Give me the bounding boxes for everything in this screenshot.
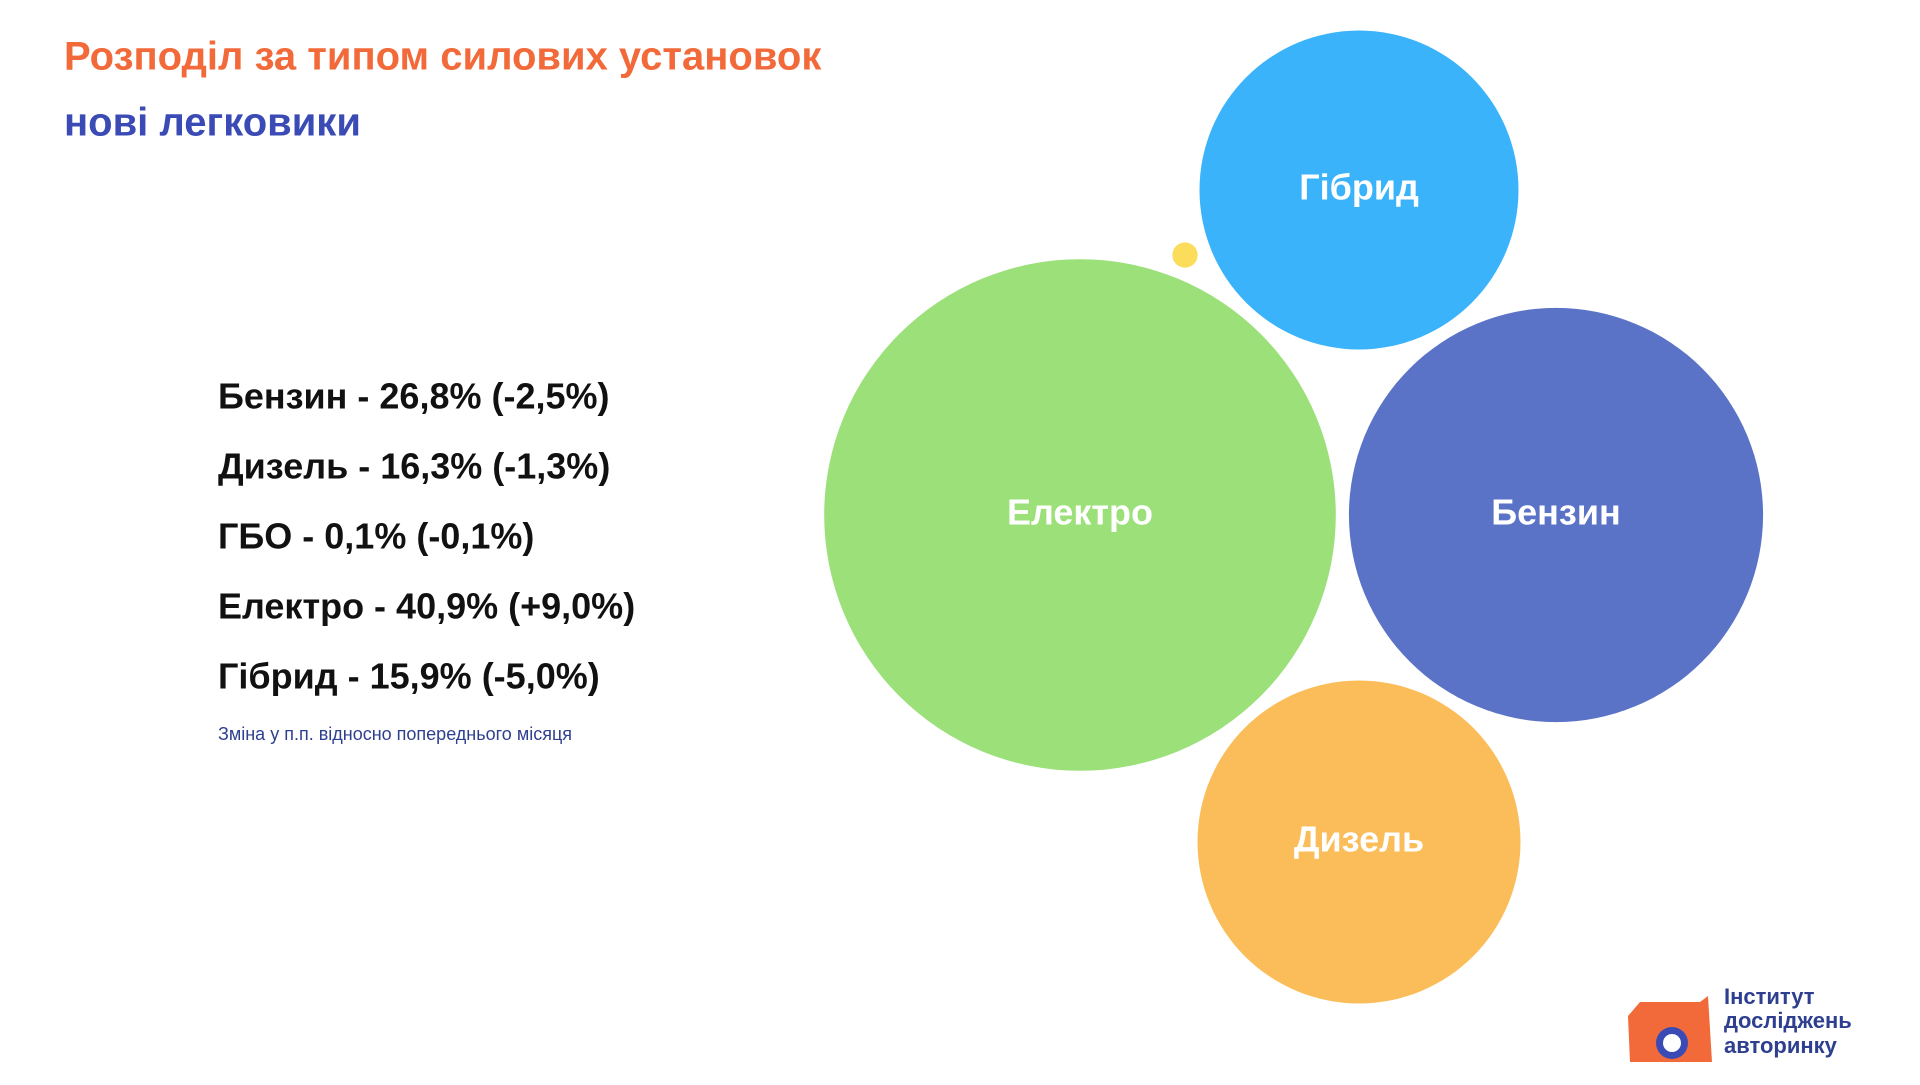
chart-title: Розподіл за типом силових установок <box>64 35 822 79</box>
bubble <box>1172 242 1198 268</box>
bubble <box>1348 307 1764 723</box>
bubble <box>1199 30 1519 350</box>
logo-text: Інститут <box>1724 984 1815 1009</box>
logo-circle-inner <box>1663 1034 1681 1052</box>
value-label: ГБО - 0,1% (-0,1%) <box>218 516 534 557</box>
chart-subtitle: нові легковики <box>64 101 361 145</box>
bubble <box>824 259 1336 771</box>
bubble <box>1197 680 1521 1004</box>
bubble-label: Бензин <box>1491 492 1620 533</box>
bubble-label: Дизель <box>1294 819 1424 860</box>
value-label: Електро - 40,9% (+9,0%) <box>218 586 635 627</box>
logo-text: досліджень <box>1724 1008 1852 1033</box>
value-label: Гібрид - 15,9% (-5,0%) <box>218 656 600 697</box>
bubble-label: Електро <box>1007 492 1153 533</box>
note: Зміна у п.п. відносно попереднього місяц… <box>218 724 572 744</box>
bubble-label: Гібрид <box>1299 167 1419 208</box>
logo-text: авторинку <box>1724 1033 1838 1058</box>
value-label: Бензин - 26,8% (-2,5%) <box>218 376 610 417</box>
logo: Інститут досліджень авторинку <box>1628 984 1852 1062</box>
value-label: Дизель - 16,3% (-1,3%) <box>218 446 610 487</box>
